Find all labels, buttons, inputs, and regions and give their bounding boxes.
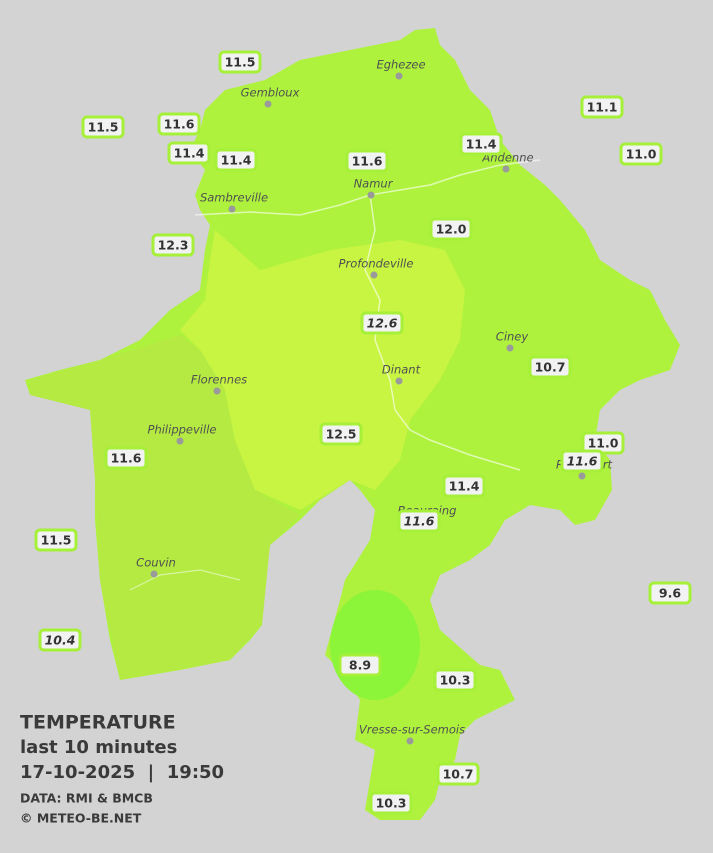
city-label: Gembloux bbox=[241, 86, 300, 100]
city-dot bbox=[502, 165, 510, 173]
city-dot bbox=[578, 472, 586, 480]
station-box bbox=[151, 233, 195, 257]
station-box bbox=[648, 581, 692, 605]
city-dot bbox=[150, 570, 158, 578]
station-reading: 11.6 bbox=[111, 451, 142, 466]
station-box bbox=[442, 474, 486, 498]
city-label: Profondeville bbox=[339, 257, 414, 271]
station-reading: 12.6 bbox=[367, 316, 398, 331]
station-reading: 9.6 bbox=[659, 586, 681, 601]
city-dot bbox=[176, 437, 184, 445]
station-reading: 11.6 bbox=[164, 117, 195, 132]
station-box bbox=[157, 112, 201, 136]
station-reading: 10.7 bbox=[443, 767, 474, 782]
zone-southwest bbox=[30, 335, 300, 680]
zone-cool bbox=[330, 590, 420, 700]
city-dot bbox=[367, 191, 375, 199]
station-reading: 11.4 bbox=[449, 479, 480, 494]
station-box bbox=[397, 509, 441, 533]
station-reading: 10.4 bbox=[45, 633, 76, 648]
city-dot bbox=[228, 205, 236, 213]
station-reading: 11.4 bbox=[174, 146, 205, 161]
station-box bbox=[436, 762, 480, 786]
station-reading: 11.0 bbox=[588, 436, 619, 451]
station-box bbox=[81, 115, 125, 139]
station-box bbox=[38, 628, 82, 652]
city-label: Dinant bbox=[382, 363, 421, 377]
station-box bbox=[459, 132, 503, 156]
city-label: Florennes bbox=[191, 373, 247, 387]
legend-period: last 10 minutes bbox=[20, 737, 177, 758]
city-dot bbox=[264, 100, 272, 108]
river bbox=[364, 194, 521, 471]
legend-source: DATA: RMI & BMCB bbox=[20, 791, 153, 806]
zone-warm bbox=[180, 230, 465, 510]
city-label: Namur bbox=[354, 177, 394, 191]
station-box bbox=[580, 95, 624, 119]
station-box bbox=[560, 449, 604, 473]
city-label: Vresse-sur-Semois bbox=[359, 723, 465, 737]
city-dot bbox=[395, 377, 403, 385]
station-box bbox=[345, 149, 389, 173]
city-label: Sambreville bbox=[200, 191, 268, 205]
city-dot bbox=[395, 72, 403, 80]
station-reading: 11.1 bbox=[587, 100, 618, 115]
station-reading: 11.6 bbox=[404, 514, 435, 529]
station-box bbox=[319, 422, 363, 446]
stations: 11.5 11.5 11.6 11.4 11.4 11.6 11.4 11.1 11.0 12.3… bbox=[34, 50, 692, 815]
station-reading: 11.4 bbox=[221, 153, 252, 168]
city-dot bbox=[506, 344, 514, 352]
station-reading: 11.6 bbox=[352, 154, 383, 169]
station-box bbox=[429, 217, 473, 241]
station-box bbox=[433, 668, 477, 692]
station-box bbox=[360, 311, 404, 335]
station-reading: 10.3 bbox=[440, 673, 471, 688]
city-label: Ciney bbox=[496, 330, 529, 344]
station-box bbox=[214, 148, 258, 172]
legend-credit: © METEO-BE.NET bbox=[20, 811, 142, 826]
station-box bbox=[167, 141, 211, 165]
station-reading: 10.7 bbox=[535, 360, 566, 375]
station-reading: 12.5 bbox=[326, 427, 357, 442]
station-reading: 11.4 bbox=[466, 137, 497, 152]
station-box bbox=[528, 355, 572, 379]
legend-timestamp: 17-10-2025 | 19:50 bbox=[20, 762, 224, 783]
station-reading: 12.3 bbox=[158, 238, 189, 253]
station-box bbox=[369, 791, 413, 815]
legend-title: TEMPERATURE bbox=[20, 712, 176, 734]
city-dot bbox=[406, 737, 414, 745]
station-reading: 11.0 bbox=[626, 147, 657, 162]
city-label: Couvin bbox=[136, 556, 176, 570]
station-box bbox=[34, 528, 78, 552]
city-dot bbox=[213, 387, 221, 395]
station-reading: 11.6 bbox=[567, 454, 598, 469]
station-reading: 11.5 bbox=[41, 533, 72, 548]
station-reading: 8.9 bbox=[349, 658, 371, 673]
station-reading: 12.0 bbox=[436, 222, 467, 237]
station-box bbox=[218, 50, 262, 74]
station-box bbox=[338, 653, 382, 677]
river bbox=[129, 569, 241, 591]
station-box bbox=[619, 142, 663, 166]
station-reading: 11.5 bbox=[88, 120, 119, 135]
city-dot bbox=[370, 271, 378, 279]
station-box bbox=[104, 446, 148, 470]
station-reading: 10.3 bbox=[376, 796, 407, 811]
city-label: Eghezee bbox=[376, 58, 425, 72]
city-label: Philippeville bbox=[148, 423, 217, 437]
river bbox=[194, 159, 541, 216]
station-reading: 11.5 bbox=[225, 55, 256, 70]
